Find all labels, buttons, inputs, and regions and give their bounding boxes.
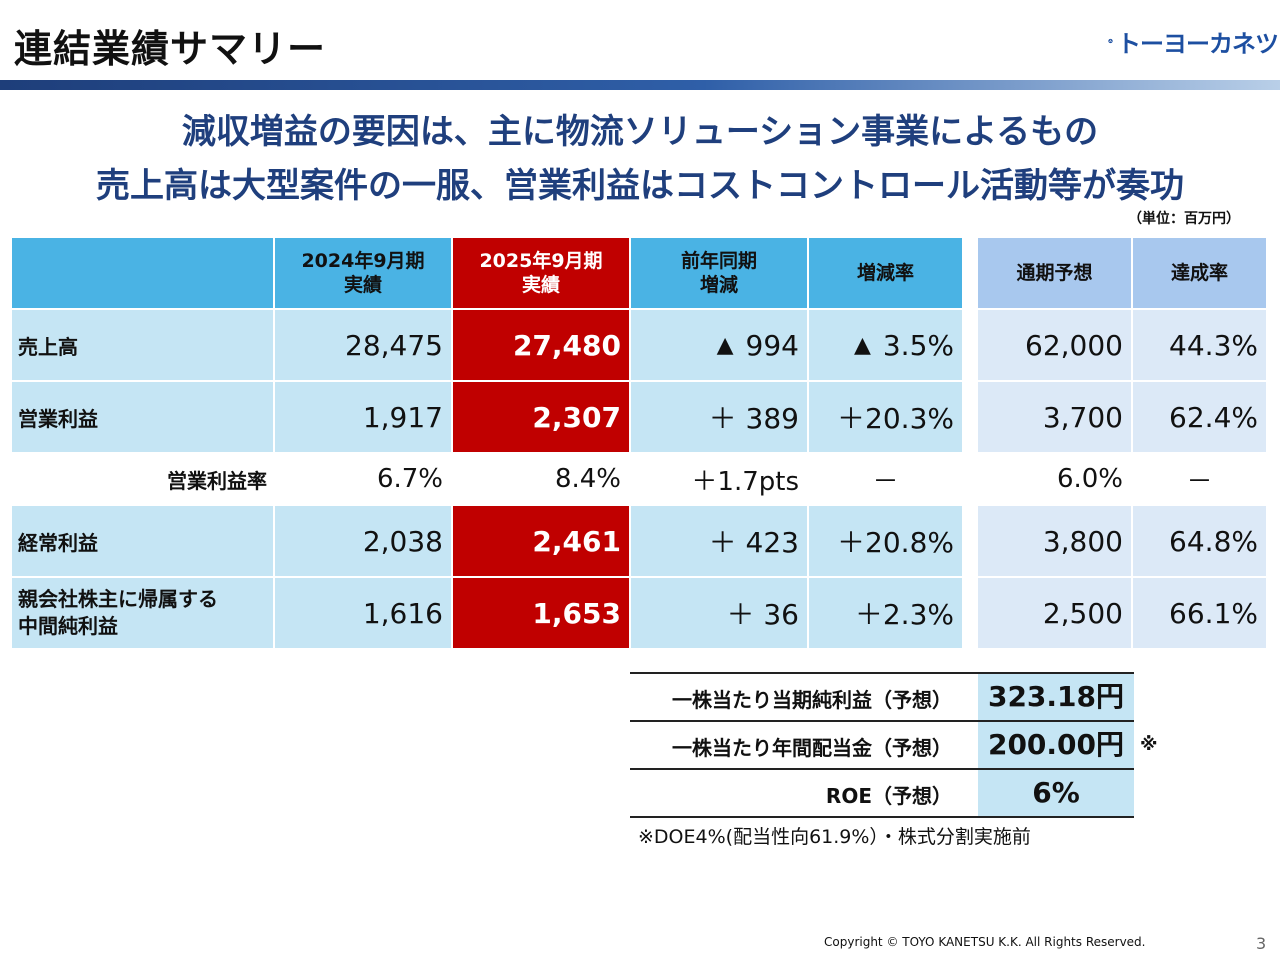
headline-line-1: 減収増益の要因は、主に物流ソリューション事業によるもの (181, 112, 1099, 152)
net-income-prev: 1,616 (275, 578, 451, 648)
header-curr-line2: 実績 (521, 274, 560, 296)
net-sales-achievement: 44.3% (1133, 310, 1266, 380)
per-share-rule-bottom (630, 816, 1134, 818)
roe-label: ROE（予想） (825, 784, 952, 808)
per-share-rule-1 (630, 720, 1134, 722)
title-divider-bar (0, 80, 1280, 90)
copyright-notice: Copyright © TOYO KANETSU K.K. All Rights… (824, 935, 1146, 949)
operating-profit-diff: ＋ 389 (631, 382, 807, 452)
net-sales-current: 27,480 (453, 310, 629, 380)
net-income-label-line2: 中間純利益 (18, 614, 118, 638)
header-prev-line1: 2024年9月期 (301, 250, 425, 272)
row-label-operating-margin: 営業利益率 (167, 468, 267, 493)
header-diff-line2: 増減 (699, 274, 738, 296)
logo-emblem-icon (1108, 38, 1113, 44)
dividend-asterisk: ※ (1140, 734, 1158, 755)
operating-profit-achievement: 62.4% (1133, 382, 1266, 452)
net-income-diff: ＋ 36 (631, 578, 807, 648)
operating-profit-prev: 1,917 (275, 382, 451, 452)
header-full-year-forecast: 通期予想 (978, 238, 1131, 308)
net-income-label-line1: 親会社株主に帰属する (18, 587, 218, 611)
row-label-operating-profit: 営業利益 (12, 382, 273, 452)
header-prev-line2: 実績 (343, 274, 382, 296)
ordinary-profit-forecast: 3,800 (978, 506, 1131, 576)
net-sales-forecast: 62,000 (978, 310, 1131, 380)
ordinary-profit-diff: ＋ 423 (631, 506, 807, 576)
header-curr-line1: 2025年9月期 (479, 250, 603, 272)
header-diff-line1: 前年同期 (680, 250, 757, 272)
dividend-footnote: ※DOE4%(配当性向61.9%）・株式分割実施前 (638, 826, 1031, 848)
ordinary-profit-rate: ＋20.8% (809, 506, 962, 576)
row-label-ordinary-profit: 経常利益 (12, 506, 273, 576)
ordinary-profit-prev: 2,038 (275, 506, 451, 576)
operating-profit-forecast: 3,700 (978, 382, 1131, 452)
unit-note: （単位：百万円） (1128, 211, 1240, 227)
dps-value: 200.00円 (978, 722, 1134, 768)
ordinary-profit-current: 2,461 (453, 506, 629, 576)
roe-value: 6% (978, 770, 1134, 816)
logo-text: トーヨーカネツ (1117, 29, 1279, 58)
company-logo: トーヨーカネツ (1108, 24, 1279, 58)
eps-label: 一株当たり当期純利益（予想） (672, 688, 952, 712)
header-prev-year: 2024年9月期 実績 (275, 238, 451, 308)
per-share-rule-2 (630, 768, 1134, 770)
operating-margin-achievement: － (1186, 466, 1213, 497)
row-label-net-sales: 売上高 (12, 310, 273, 380)
header-current-year: 2025年9月期 実績 (453, 238, 629, 308)
headline-line-2: 売上高は大型案件の一服、営業利益はコストコントロール活動等が奏功 (96, 166, 1184, 206)
eps-value: 323.18円 (978, 674, 1134, 720)
net-sales-diff: ▲ 994 (631, 310, 807, 380)
net-sales-prev: 28,475 (275, 310, 451, 380)
operating-margin-prev: 6.7% (376, 464, 443, 494)
header-change-rate: 増減率 (809, 238, 962, 308)
net-sales-rate: ▲ 3.5% (809, 310, 962, 380)
operating-margin-diff: ＋1.7pts (691, 466, 799, 497)
per-share-rule-top (630, 672, 1134, 674)
header-yoy-change: 前年同期 増減 (631, 238, 807, 308)
decrease-triangle-icon: ▲ (716, 332, 734, 358)
net-income-forecast: 2,500 (978, 578, 1131, 648)
operating-profit-rate: ＋20.3% (809, 382, 962, 452)
operating-profit-current: 2,307 (453, 382, 629, 452)
net-sales-rate-value: 3.5% (882, 328, 954, 362)
header-blank-cell (12, 238, 273, 308)
net-sales-diff-value: 994 (745, 328, 799, 362)
ordinary-profit-achievement: 64.8% (1133, 506, 1266, 576)
decrease-triangle-icon: ▲ (853, 332, 871, 358)
slide-title: 連結業績サマリー (14, 27, 327, 71)
dps-label: 一株当たり年間配当金（予想） (672, 736, 952, 760)
operating-margin-rate: － (872, 466, 899, 497)
net-income-rate: ＋2.3% (809, 578, 962, 648)
header-achievement-rate: 達成率 (1133, 238, 1266, 308)
net-income-current: 1,653 (453, 578, 629, 648)
page-number: 3 (1256, 934, 1267, 953)
net-income-achievement: 66.1% (1133, 578, 1266, 648)
operating-margin-current: 8.4% (554, 464, 621, 494)
row-label-net-income: 親会社株主に帰属する 中間純利益 (12, 578, 273, 648)
operating-margin-forecast: 6.0% (1056, 464, 1123, 494)
